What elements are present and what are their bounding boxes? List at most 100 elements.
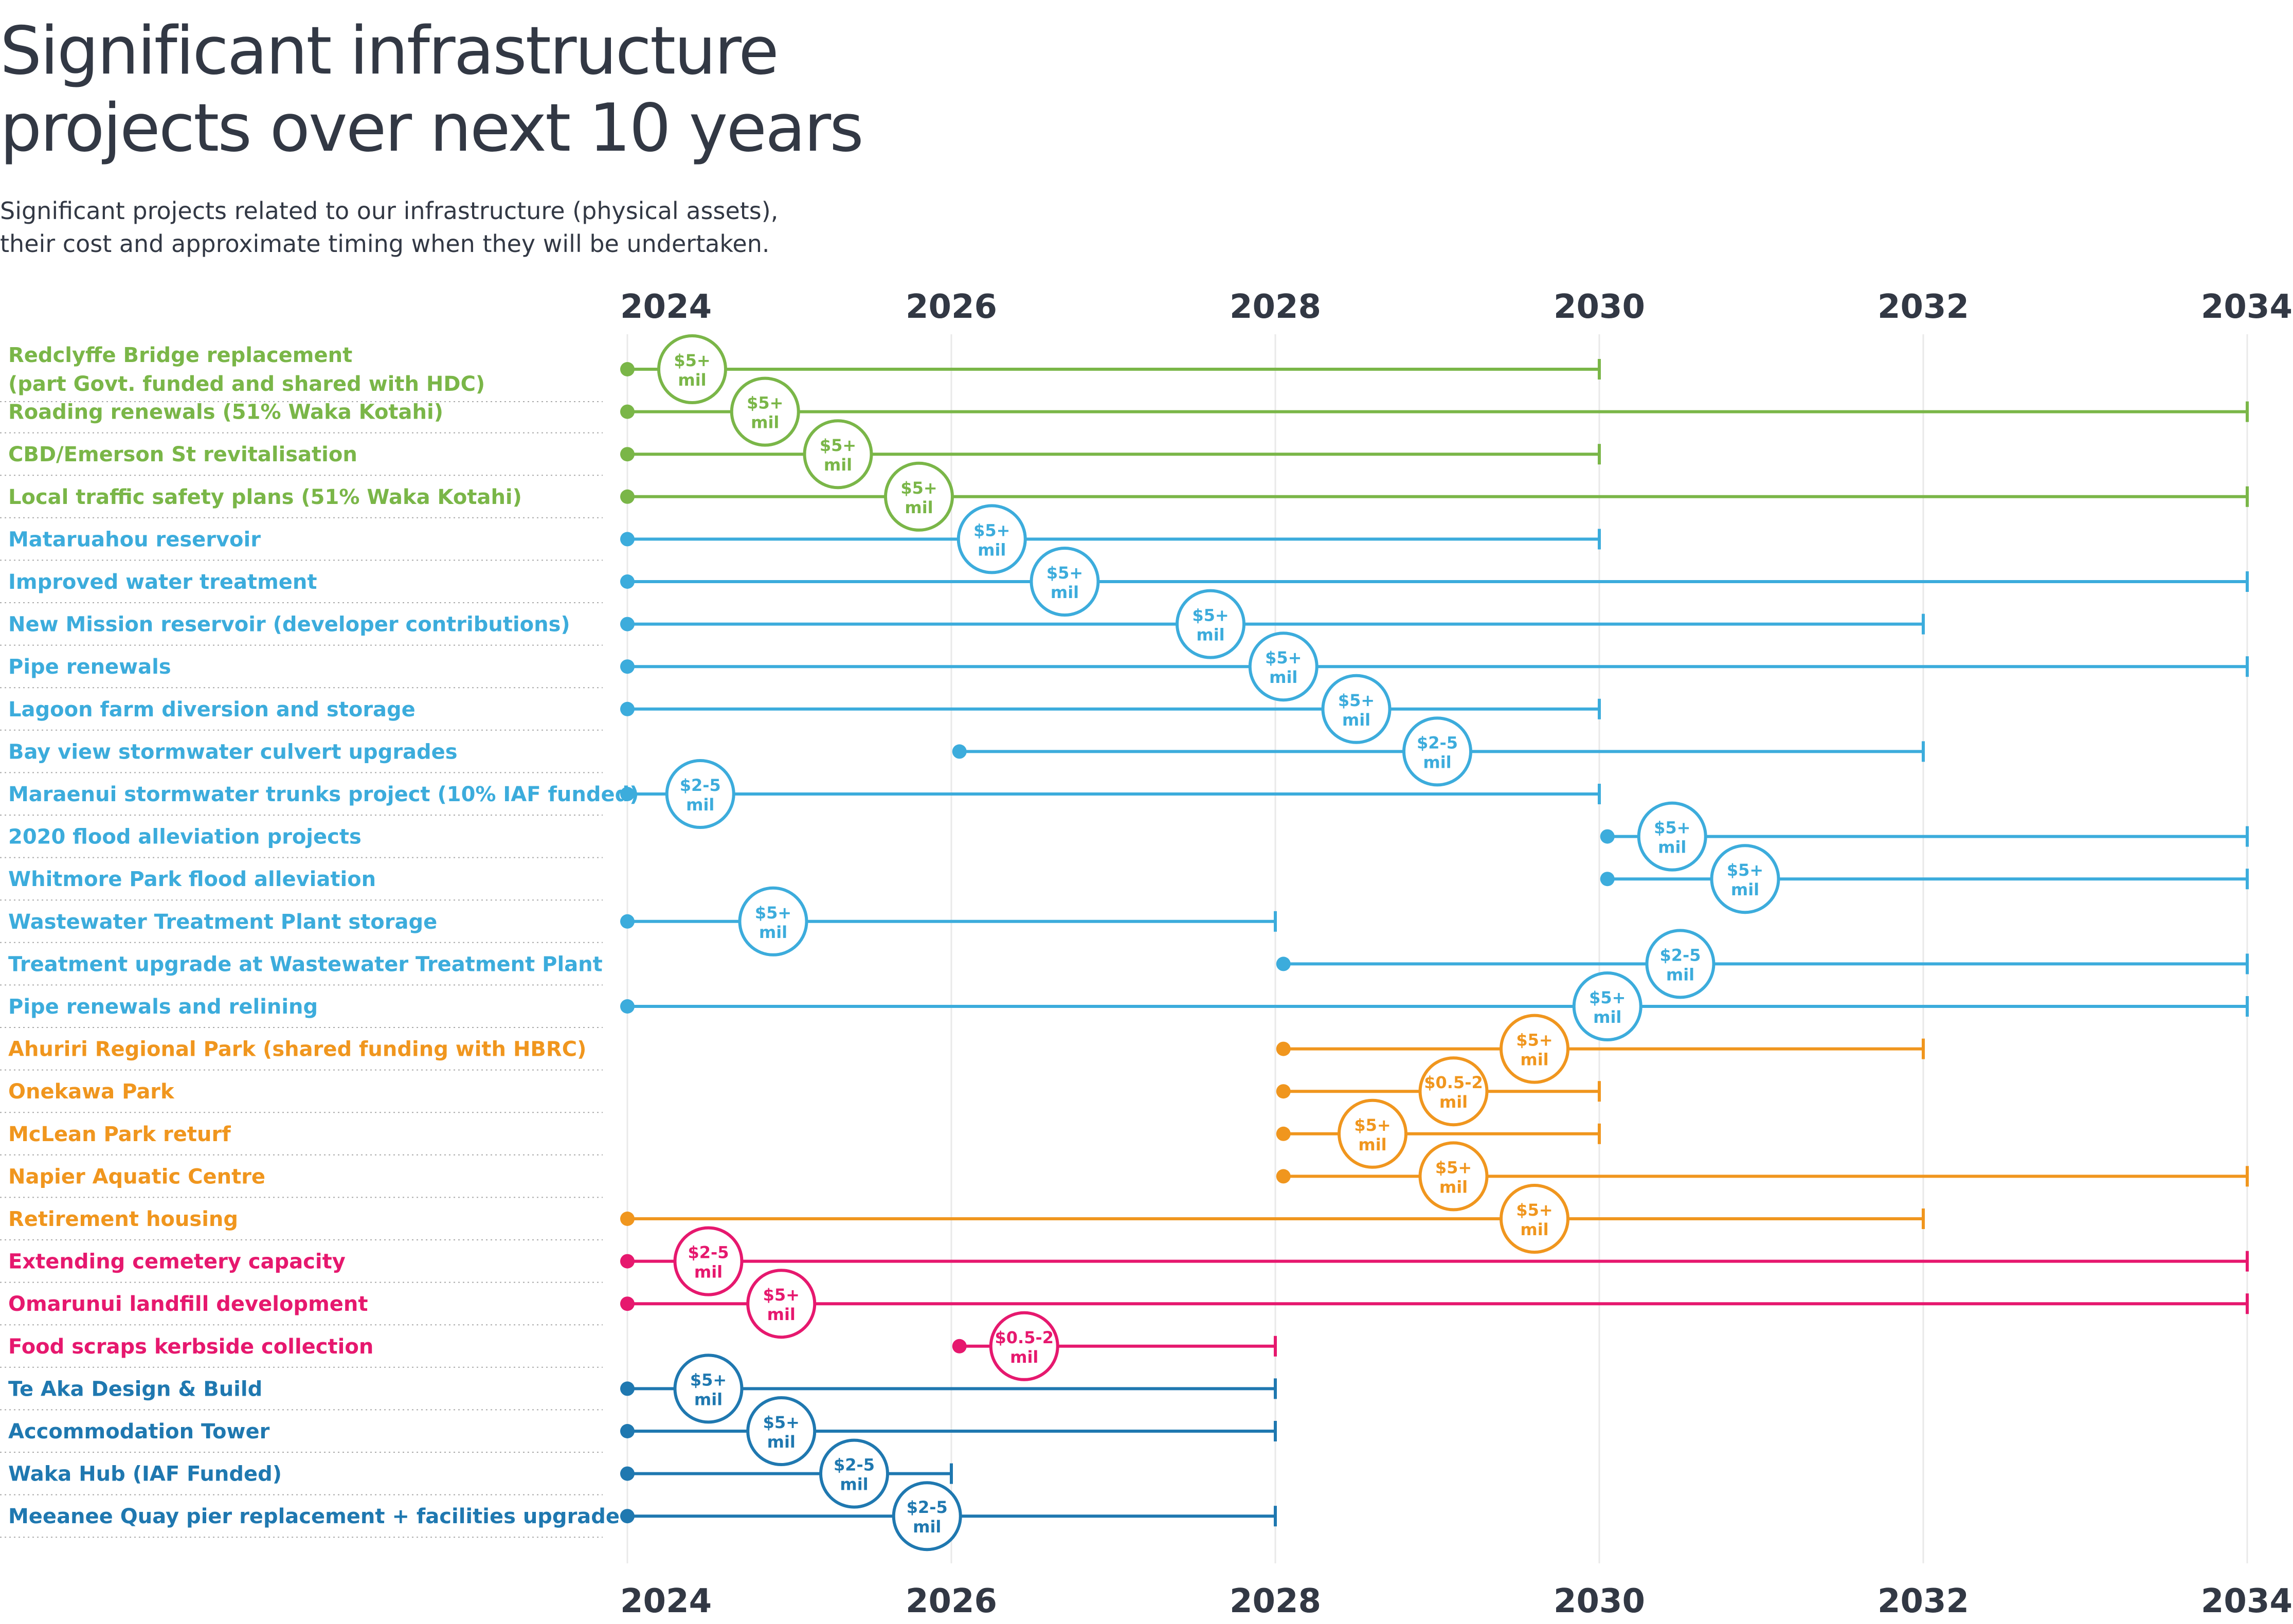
cost-badge	[665, 759, 735, 829]
project-label: McLean Park returf	[8, 1123, 231, 1146]
top-axis-tick-label-2024: 2024	[620, 288, 712, 326]
cost-badge	[1402, 716, 1472, 787]
cost-badge-amount: $5+	[763, 1413, 800, 1432]
cost-badge-unit: mil	[751, 413, 779, 432]
cost-badge	[657, 334, 727, 404]
cost-badge-unit: mil	[1342, 710, 1370, 730]
bottom-axis-tick-label-2026: 2026	[906, 1582, 997, 1620]
cost-badge	[746, 1396, 817, 1466]
cost-badge	[1418, 1141, 1489, 1212]
cost-badge-unit: mil	[1520, 1220, 1548, 1239]
project-label: Extending cemetery capacity	[8, 1250, 346, 1274]
chart-title: Significant infrastructure projects over…	[0, 13, 1234, 167]
cost-badge	[738, 886, 808, 957]
cost-badge-unit: mil	[694, 1390, 723, 1409]
cost-badge-unit: mil	[978, 540, 1006, 560]
cost-badge	[1500, 1014, 1569, 1084]
cost-badge	[673, 1226, 744, 1296]
cost-badge	[1338, 1098, 1407, 1169]
cost-badge-amount: $5+	[747, 393, 783, 413]
timeline-start-dot	[620, 617, 635, 631]
cost-badge	[1710, 844, 1780, 914]
cost-badge-unit: mil	[767, 1432, 796, 1452]
timeline-start-dot	[1600, 829, 1615, 844]
bottom-axis-tick-label-2034: 2034	[2201, 1582, 2292, 1620]
project-label: Napier Aquatic Centre	[8, 1165, 265, 1188]
cost-badge-amount: $2-5	[680, 775, 721, 795]
cost-badge	[673, 1354, 744, 1424]
cost-badge-unit: mil	[767, 1305, 796, 1324]
timeline-start-dot	[952, 1339, 967, 1354]
project-label: Mataruahou reservoir	[8, 528, 261, 551]
cost-badge	[730, 376, 800, 447]
cost-badge	[1176, 589, 1245, 659]
cost-badge-amount: $5+	[1589, 988, 1626, 1007]
top-axis-tick-label-2030: 2030	[1554, 288, 1645, 326]
cost-badge	[819, 1438, 889, 1509]
cost-badge-unit: mil	[694, 1262, 723, 1282]
timeline-start-dot	[620, 701, 635, 716]
timeline-start-dot	[1600, 872, 1615, 887]
cost-badge-unit: mil	[759, 923, 787, 942]
cost-badge-amount: $5+	[900, 478, 937, 498]
cost-badge	[1418, 1056, 1489, 1127]
chart-title-line-1: Significant infrastructure	[0, 13, 779, 89]
project-label: New Mission reservoir (developer contrib…	[8, 613, 570, 637]
cost-badge	[892, 1481, 962, 1551]
cost-badge-amount: $2-5	[907, 1497, 948, 1517]
cost-badge-amount: $5+	[820, 436, 856, 455]
cost-badge-amount: $5+	[755, 903, 791, 923]
cost-badge-unit: mil	[1196, 625, 1224, 645]
bottom-axis-tick-label-2032: 2032	[1877, 1582, 1969, 1620]
cost-badge-unit: mil	[1439, 1092, 1468, 1112]
timeline-start-dot	[620, 1424, 635, 1438]
timeline-start-dot	[620, 362, 635, 376]
project-label: Pipe renewals	[8, 655, 171, 679]
timeline-start-dot	[620, 1509, 635, 1524]
cost-badge-unit: mil	[1658, 838, 1686, 857]
timeline-start-dot	[620, 1212, 635, 1226]
cost-badge-unit: mil	[1520, 1050, 1548, 1070]
cost-badge-amount: $2-5	[834, 1455, 875, 1475]
project-label: Improved water treatment	[8, 570, 317, 594]
cost-badge	[1637, 801, 1707, 872]
cost-badge	[956, 504, 1027, 574]
project-label: Meeanee Quay pier replacement + faciliti…	[8, 1505, 620, 1528]
cost-badge	[1321, 674, 1392, 744]
timeline-start-dot	[620, 1296, 635, 1311]
cost-badge-unit: mil	[686, 795, 714, 815]
cost-badge-amount: $5+	[763, 1285, 800, 1305]
cost-badge-amount: $5+	[1338, 691, 1375, 710]
cost-badge-amount: $0.5-2	[995, 1328, 1054, 1347]
cost-badge-amount: $5+	[1192, 606, 1229, 625]
project-label: Waka Hub (IAF Funded)	[8, 1463, 282, 1486]
project-label: Te Aka Design & Build	[8, 1377, 262, 1401]
cost-badge-unit: mil	[824, 455, 852, 475]
project-label: Maraenui stormwater trunks project (10% …	[8, 783, 639, 806]
project-label: Retirement housing	[8, 1207, 238, 1231]
project-label: Onekawa Park	[8, 1080, 175, 1104]
cost-badge-amount: $2-5	[688, 1243, 729, 1262]
cost-badge-amount: $5+	[1516, 1200, 1552, 1220]
timeline-start-dot	[1276, 1041, 1291, 1056]
cost-badge-unit: mil	[1010, 1347, 1038, 1367]
timeline-start-dot	[952, 744, 967, 759]
chart-subtitle-line-2: their cost and approximate timing when t…	[0, 230, 770, 258]
cost-badge	[1645, 929, 1716, 999]
chart-title-line-2: projects over next 10 years	[0, 90, 864, 167]
top-axis-tick-label-2028: 2028	[1230, 288, 1321, 326]
chart-subtitle: Significant projects related to our infr…	[0, 194, 1028, 260]
cost-badge-amount: $5+	[1435, 1158, 1472, 1177]
project-label: Redclyffe Bridge replacement	[8, 344, 352, 367]
chart-subtitle-line-1: Significant projects related to our infr…	[0, 197, 779, 225]
project-label: Food scraps kerbside collection	[8, 1335, 373, 1359]
project-label: Bay view stormwater culvert upgrades	[8, 740, 458, 764]
timeline-start-dot	[620, 1466, 635, 1481]
timeline-start-dot	[1276, 957, 1291, 971]
cost-badge	[746, 1269, 817, 1339]
cost-badge-unit: mil	[1358, 1135, 1386, 1154]
project-label: Accommodation Tower	[8, 1420, 270, 1443]
cost-badge-amount: $5+	[690, 1370, 727, 1390]
timeline-start-dot	[620, 659, 635, 674]
